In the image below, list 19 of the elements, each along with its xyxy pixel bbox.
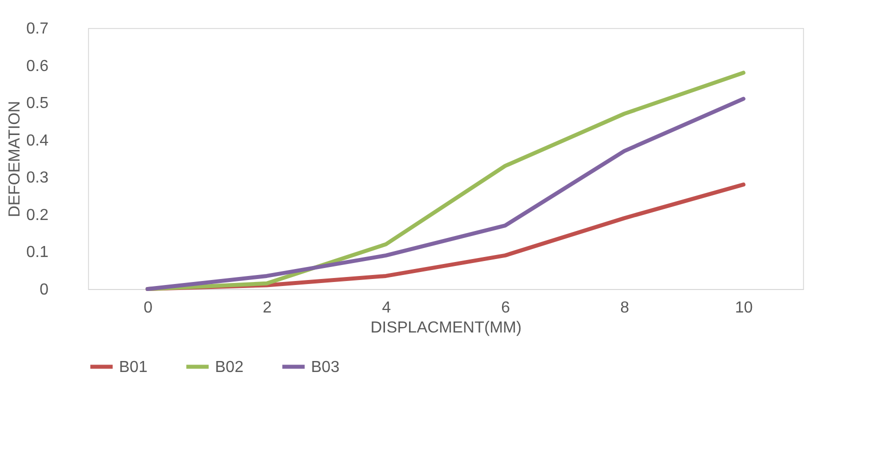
x-tick-label: 0 [144, 300, 153, 316]
y-tick-label: 0.1 [26, 244, 49, 262]
legend-label: B02 [215, 358, 244, 376]
y-tick-label: 0.6 [26, 58, 49, 75]
x-tick-label: 10 [735, 300, 753, 316]
y-tick-label: 0.5 [26, 95, 49, 112]
y-tick-label: 0.3 [26, 170, 49, 187]
y-tick-label: 0.7 [26, 20, 49, 38]
y-axis-title: DEFOEMATION [6, 100, 24, 218]
y-tick-label: 0.4 [26, 132, 49, 150]
x-tick-label: 2 [262, 300, 272, 316]
x-tick-label: 8 [620, 300, 630, 316]
legend-label: B03 [311, 358, 340, 376]
legend-label: B01 [119, 358, 148, 376]
y-tick-label: 0.2 [26, 206, 49, 224]
x-tick-label: 6 [501, 300, 510, 316]
x-tick-label: 4 [382, 300, 391, 316]
x-axis-title: DISPLACMENT(MM) [370, 320, 522, 336]
y-tick-label: 0 [40, 282, 49, 298]
